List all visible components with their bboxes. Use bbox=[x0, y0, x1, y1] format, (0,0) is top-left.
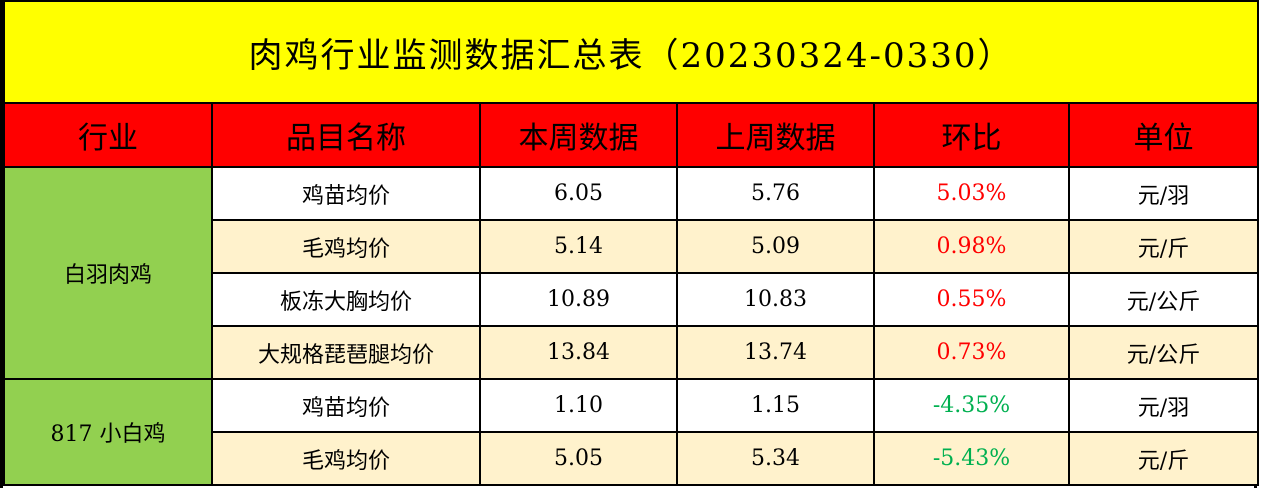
change-value: 0.73% bbox=[873, 325, 1070, 380]
change-value: -5.43% bbox=[873, 431, 1070, 486]
table-row: 板冻大胸均价 10.89 10.83 0.55% 元/公斤 bbox=[4, 272, 1260, 327]
unit: 元/羽 bbox=[1067, 378, 1260, 433]
item-name: 鸡苗均价 bbox=[211, 166, 481, 221]
this-week-value: 1.10 bbox=[479, 378, 678, 433]
last-week-value: 13.74 bbox=[676, 325, 875, 380]
table-row: 白羽肉鸡 鸡苗均价 6.05 5.76 5.03% 元/羽 bbox=[3, 166, 1260, 380]
last-week-value: 10.83 bbox=[676, 272, 875, 327]
change-value: 5.03% bbox=[873, 166, 1070, 221]
header-item: 品目名称 bbox=[211, 102, 481, 168]
change-value: 0.55% bbox=[873, 272, 1070, 327]
header-last-week: 上周数据 bbox=[676, 102, 875, 168]
table-row: 毛鸡均价 5.14 5.09 0.98% 元/斤 bbox=[4, 219, 1260, 274]
this-week-value: 6.05 bbox=[479, 166, 678, 221]
header-industry: 行业 bbox=[3, 102, 213, 168]
table-title: 肉鸡行业监测数据汇总表（20230324-0330） bbox=[2, 0, 1260, 104]
this-week-value: 13.84 bbox=[479, 325, 678, 380]
this-week-value: 10.89 bbox=[479, 272, 678, 327]
item-name: 鸡苗均价 bbox=[211, 378, 481, 433]
this-week-value: 5.14 bbox=[479, 219, 678, 274]
item-name: 板冻大胸均价 bbox=[211, 272, 481, 327]
item-name: 毛鸡均价 bbox=[211, 219, 481, 274]
item-name: 毛鸡均价 bbox=[211, 431, 481, 486]
last-week-value: 5.76 bbox=[676, 166, 875, 221]
industry-cell: 817 小白鸡 bbox=[3, 378, 213, 486]
summary-table: 肉鸡行业监测数据汇总表（20230324-0330） 行业 品目名称 本周数据 … bbox=[2, 0, 1260, 486]
table-row: 817 小白鸡 鸡苗均价 1.10 1.15 -4.35% 元/羽 bbox=[3, 378, 1260, 486]
table-row: 大规格琵琶腿均价 13.84 13.74 0.73% 元/公斤 bbox=[4, 325, 1260, 380]
unit: 元/羽 bbox=[1067, 166, 1260, 221]
change-value: -4.35% bbox=[873, 378, 1070, 433]
table-row: 毛鸡均价 5.05 5.34 -5.43% 元/斤 bbox=[4, 431, 1260, 486]
change-value: 0.98% bbox=[873, 219, 1070, 274]
unit: 元/斤 bbox=[1067, 431, 1260, 486]
last-week-value: 5.09 bbox=[676, 219, 875, 274]
industry-cell: 白羽肉鸡 bbox=[3, 166, 213, 380]
unit: 元/斤 bbox=[1067, 219, 1260, 274]
header-change: 环比 bbox=[873, 102, 1070, 168]
header-this-week: 本周数据 bbox=[479, 102, 678, 168]
last-week-value: 1.15 bbox=[676, 378, 875, 433]
last-week-value: 5.34 bbox=[676, 431, 875, 486]
unit: 元/公斤 bbox=[1067, 272, 1260, 327]
unit: 元/公斤 bbox=[1067, 325, 1260, 380]
item-name: 大规格琵琶腿均价 bbox=[211, 325, 481, 380]
this-week-value: 5.05 bbox=[479, 431, 678, 486]
header-unit: 单位 bbox=[1067, 102, 1260, 168]
